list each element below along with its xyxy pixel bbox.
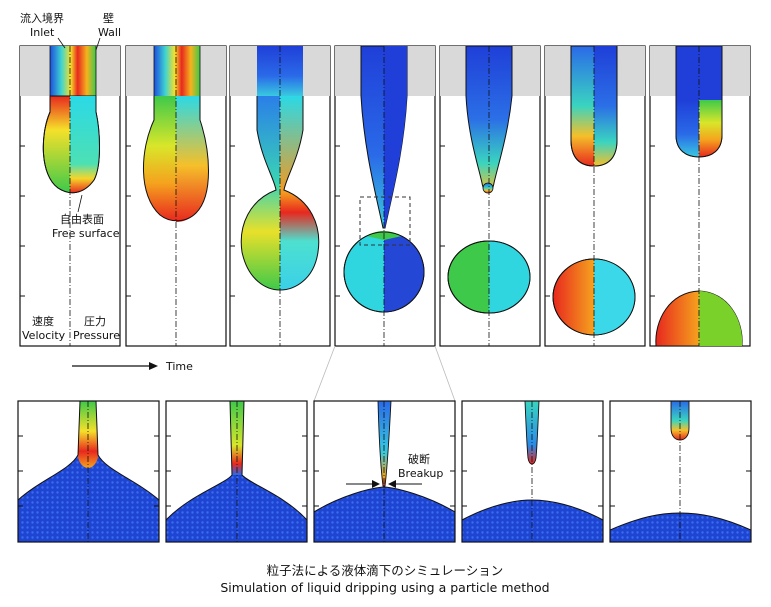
inlet-jp-label: 流入境界 xyxy=(20,11,64,25)
top-frame-1 xyxy=(19,45,121,347)
annotations: 流入境界 Inlet 壁 Wall 自由表面 Free surface 速度 V… xyxy=(20,11,121,342)
top-frame-4 xyxy=(334,45,436,347)
wall-jp-label: 壁 xyxy=(103,11,114,25)
top-frame-5 xyxy=(439,45,541,347)
free-surface-jp-label: 自由表面 xyxy=(60,212,104,226)
arrow-right-icon xyxy=(372,480,380,488)
bottom-frame-3: 破断 Breakup xyxy=(313,400,456,543)
arrow-left-icon xyxy=(388,480,396,488)
breakup-jp-label: 破断 xyxy=(408,452,430,466)
bottom-frame-5 xyxy=(609,400,752,543)
pressure-en-label: Pressure xyxy=(73,329,120,342)
time-label: Time xyxy=(165,360,193,373)
wall-en-label: Wall xyxy=(98,26,121,39)
inlet-en-label: Inlet xyxy=(30,26,55,39)
time-arrow: Time xyxy=(72,360,193,373)
bottom-frame-1 xyxy=(17,400,160,543)
pressure-jp-label: 圧力 xyxy=(84,315,106,328)
top-frame-7 xyxy=(649,45,751,347)
arrowhead-icon xyxy=(149,362,158,370)
caption-jp: 粒子法による液体滴下のシミュレーション xyxy=(267,563,504,578)
velocity-en-label: Velocity xyxy=(22,329,66,342)
bottom-frame-2 xyxy=(165,400,308,543)
bottom-ticks xyxy=(18,435,751,507)
caption-en: Simulation of liquid dripping using a pa… xyxy=(220,580,549,595)
zoom-lines xyxy=(313,345,456,402)
top-frame-2 xyxy=(125,45,227,347)
breakup-en-label: Breakup xyxy=(398,467,443,480)
free-surface-en-label: Free surface xyxy=(52,227,120,240)
top-frame-6 xyxy=(544,45,646,347)
frame-ticks xyxy=(20,145,655,297)
velocity-jp-label: 速度 xyxy=(32,314,54,328)
bottom-frame-4 xyxy=(461,400,604,543)
top-frame-3 xyxy=(229,45,331,347)
